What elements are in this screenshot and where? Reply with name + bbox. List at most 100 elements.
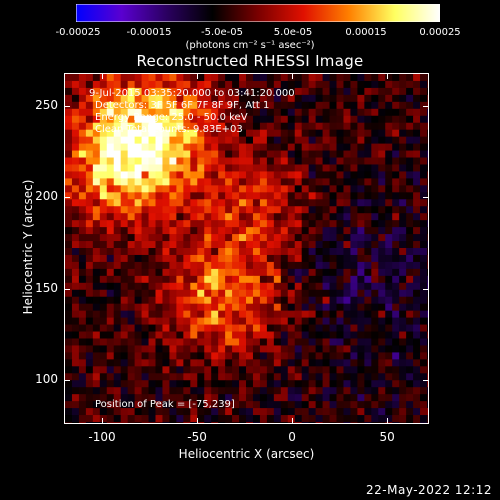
heatmap-cell <box>169 220 177 228</box>
heatmap-cell <box>357 282 365 291</box>
heatmap-cell <box>204 192 212 200</box>
heatmap-cell <box>169 359 177 367</box>
heatmap-cell <box>99 241 108 249</box>
heatmap-cell <box>134 408 143 416</box>
heatmap-cell <box>252 303 261 312</box>
heatmap-cell <box>190 366 198 374</box>
heatmap-cell <box>197 185 205 193</box>
heatmap-cell <box>259 192 268 200</box>
heatmap-cell <box>71 234 80 242</box>
time-range-annotation: 9-Jul-2015 03:35:20.000 to 03:41:20.000 <box>89 88 295 99</box>
heatmap-cell <box>329 268 338 277</box>
heatmap-cell <box>190 94 198 103</box>
heatmap-cell <box>308 289 317 298</box>
heatmap-cell <box>204 171 212 179</box>
heatmap-cell <box>169 261 177 270</box>
heatmap-cell <box>197 206 205 214</box>
heatmap-cell <box>392 227 400 235</box>
heatmap-cell <box>148 338 156 346</box>
heatmap-cell <box>169 317 177 326</box>
heatmap-cell <box>148 143 156 152</box>
heatmap-cell <box>329 387 338 395</box>
heatmap-cell <box>127 394 136 402</box>
heatmap-cell <box>266 310 275 319</box>
heatmap-cell <box>371 303 379 312</box>
heatmap-cell <box>106 303 115 312</box>
heatmap-cell <box>134 199 143 207</box>
heatmap-cell <box>420 94 428 103</box>
heatmap-cell <box>287 122 296 131</box>
heatmap-cell <box>239 94 247 103</box>
heatmap-cell <box>141 143 150 152</box>
heatmap-cell <box>259 164 268 172</box>
heatmap-cell <box>190 352 198 360</box>
heatmap-cell <box>78 164 87 172</box>
heatmap-cell <box>99 331 108 339</box>
heatmap-cell <box>343 373 351 381</box>
heatmap-cell <box>385 185 393 193</box>
heatmap-cell <box>329 227 338 235</box>
heatmap-cell <box>113 150 122 159</box>
heatmap-cell <box>211 220 219 228</box>
heatmap-cell <box>294 380 303 388</box>
heatmap-cell <box>78 101 87 110</box>
heatmap-cell <box>252 164 261 172</box>
heatmap-cell <box>392 345 400 353</box>
heatmap-cell <box>232 394 240 402</box>
heatmap-cell <box>427 164 428 172</box>
heatmap-cell <box>218 150 226 159</box>
heatmap-cell <box>392 115 400 124</box>
heatmap-cell <box>211 359 219 367</box>
heatmap-cell <box>301 401 310 409</box>
heatmap-cell <box>225 310 233 319</box>
heatmap-cell <box>106 129 115 138</box>
heatmap-cell <box>113 136 122 145</box>
heatmap-cell <box>287 373 296 381</box>
heatmap-cell <box>336 122 344 131</box>
heatmap-cell <box>287 282 296 291</box>
heatmap-cell <box>92 296 101 305</box>
heatmap-cell <box>176 241 184 249</box>
heatmap-cell <box>71 143 80 152</box>
heatmap-cell <box>65 129 73 138</box>
heatmap-cell <box>350 178 358 186</box>
heatmap-cell <box>190 324 198 333</box>
heatmap-cell <box>371 192 379 200</box>
heatmap-cell <box>99 143 108 152</box>
heatmap-cell <box>399 282 407 291</box>
heatmap-cell <box>162 241 170 249</box>
heatmap-cell <box>399 261 407 270</box>
heatmap-cell <box>197 192 205 200</box>
heatmap-cell <box>85 401 94 409</box>
heatmap-cell <box>113 303 122 312</box>
heatmap-cell <box>78 129 87 138</box>
heatmap-cell <box>392 268 400 277</box>
heatmap-cell <box>308 241 317 249</box>
heatmap-cell <box>169 345 177 353</box>
heatmap-cell <box>65 206 73 214</box>
heatmap-cell <box>399 199 407 207</box>
heatmap-cell <box>246 401 254 409</box>
heatmap-cell <box>113 74 122 82</box>
heatmap-cell <box>406 261 414 270</box>
heatmap-cell <box>266 415 275 423</box>
heatmap-cell <box>127 115 136 124</box>
heatmap-cell <box>308 422 317 423</box>
heatmap-cell <box>120 394 129 402</box>
heatmap-cell <box>162 164 170 172</box>
heatmap-cell <box>378 157 386 165</box>
heatmap-cell <box>190 380 198 388</box>
heatmap-cell <box>65 303 73 312</box>
heatmap-cell <box>315 234 324 242</box>
heatmap-cell <box>232 136 240 145</box>
heatmap-cell <box>211 408 219 416</box>
heatmap-cell <box>343 220 351 228</box>
heatmap-cell <box>385 261 393 270</box>
heatmap-cell <box>259 234 268 242</box>
heatmap-cell <box>78 136 87 145</box>
heatmap-cell <box>106 157 115 165</box>
heatmap-cell <box>406 157 414 165</box>
heatmap-cell <box>155 317 163 326</box>
heatmap-cell <box>148 324 156 333</box>
heatmap-cell <box>155 178 163 186</box>
